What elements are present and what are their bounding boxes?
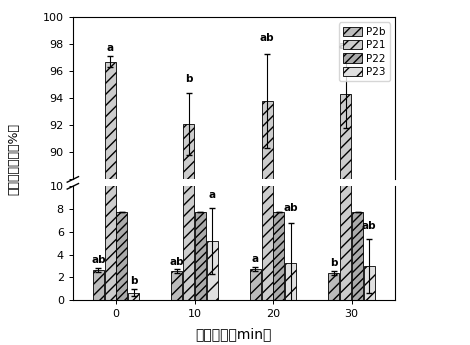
Bar <box>329 273 339 300</box>
Bar <box>105 0 116 300</box>
Bar <box>183 124 194 345</box>
Text: a: a <box>107 43 114 53</box>
Bar <box>183 0 194 300</box>
Text: ab: ab <box>362 221 376 231</box>
Bar <box>172 271 182 300</box>
Bar <box>117 213 127 300</box>
Bar <box>285 263 296 300</box>
Bar <box>105 62 116 345</box>
Text: ab: ab <box>338 41 353 51</box>
Text: b: b <box>185 74 192 84</box>
Bar <box>250 269 261 300</box>
Text: ab: ab <box>91 255 106 265</box>
Legend: P2b, P21, P22, P23: P2b, P21, P22, P23 <box>339 22 390 81</box>
Text: 峰面积百分比（%）: 峰面积百分比（%） <box>8 123 21 195</box>
Bar <box>340 94 351 345</box>
Text: 蔺煮时间（min）: 蔺煮时间（min） <box>196 327 272 342</box>
Bar <box>262 0 273 300</box>
Bar <box>364 266 375 300</box>
Bar <box>274 213 284 300</box>
Bar <box>352 213 363 300</box>
Bar <box>340 0 351 300</box>
Bar <box>195 213 206 300</box>
Text: ab: ab <box>283 203 298 213</box>
Text: ab: ab <box>170 257 184 267</box>
Bar <box>207 241 218 300</box>
Bar <box>128 293 139 300</box>
Text: a: a <box>209 189 216 199</box>
Text: b: b <box>130 276 137 286</box>
Bar <box>262 101 273 345</box>
Text: a: a <box>252 254 259 264</box>
Text: ab: ab <box>260 32 274 42</box>
Text: b: b <box>330 258 337 268</box>
Bar <box>93 270 104 300</box>
